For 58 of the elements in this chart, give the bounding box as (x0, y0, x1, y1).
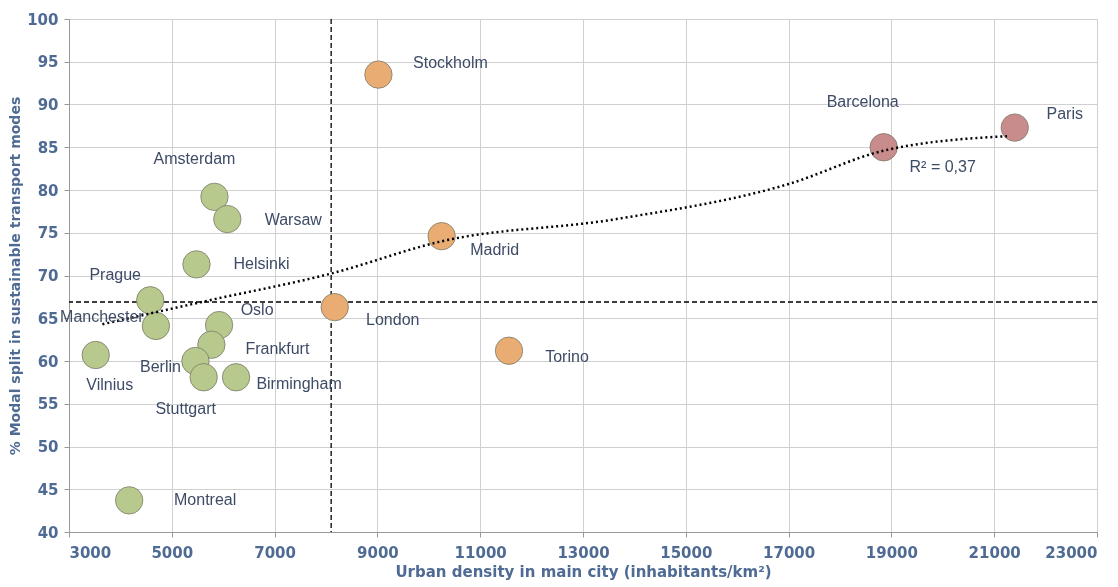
y-tick-label: 50 (37, 438, 59, 456)
y-axis-title: % Modal split in sustainable transport modes (7, 96, 24, 456)
y-tick-label: 55 (37, 395, 59, 414)
point (364, 60, 393, 89)
point (182, 250, 211, 279)
x-tick-label: 13000 (557, 543, 610, 562)
annotation: Frankfurt (245, 339, 310, 357)
x-tick-label: 5000 (151, 543, 194, 562)
x-tick-label: 15000 (660, 543, 713, 562)
y-tick-label: 45 (37, 480, 59, 499)
y-tick-label: 85 (37, 138, 59, 157)
x-axis-title: Urban density in main city (inhabitants/km²) (395, 562, 772, 581)
x-tick-label: 7000 (254, 543, 296, 562)
point (1000, 113, 1029, 142)
point (200, 182, 229, 211)
y-tick-label: 80 (37, 181, 59, 200)
y-tick-label: 90 (37, 96, 59, 114)
annotation: Madrid (470, 241, 520, 259)
x-tick-label: 21000 (968, 543, 1021, 562)
annotation: Warsaw (264, 211, 323, 229)
y-tick-label: 75 (37, 224, 59, 243)
annotation: London (366, 311, 420, 329)
x-tick-label: 17000 (763, 543, 816, 562)
annotation: Manchester (60, 307, 145, 325)
point (115, 486, 144, 515)
annotation: Helsinki (233, 255, 290, 273)
annotation: Stockholm (413, 53, 488, 71)
annotation: Montreal (174, 491, 237, 509)
annotation: Stuttgart (155, 400, 217, 418)
y-tick-label: 40 (37, 523, 59, 542)
annotation: Prague (89, 266, 142, 284)
annotation: R² = 0,37 (909, 157, 976, 175)
point (221, 363, 251, 392)
annotation: Torino (545, 347, 589, 365)
point (320, 293, 349, 322)
point (189, 363, 218, 392)
x-tick-label: 3000 (69, 543, 112, 562)
annotation: Paris (1046, 104, 1083, 122)
x-tick-label: 9000 (357, 543, 399, 562)
x-tick-label: 11000 (454, 543, 507, 562)
point (494, 336, 524, 365)
x-tick-label: 19000 (865, 543, 918, 562)
annotation: Berlin (139, 358, 181, 375)
annotation: Oslo (240, 301, 274, 319)
annotation: Vilnius (86, 376, 134, 394)
y-tick-label: 70 (37, 267, 59, 285)
y-tick-label: 100 (27, 10, 59, 29)
y-tick-label: 65 (37, 309, 59, 328)
point (427, 222, 456, 251)
point (869, 133, 898, 162)
y-tick-label: 95 (37, 53, 59, 72)
annotation: Barcelona (826, 93, 899, 111)
x-tick-label: 23000 (1045, 543, 1098, 562)
annotation: Amsterdam (153, 149, 236, 167)
point (81, 340, 110, 370)
y-tick-label: 60 (37, 352, 59, 371)
point (213, 205, 242, 234)
annotation: Birmingham (256, 375, 342, 393)
